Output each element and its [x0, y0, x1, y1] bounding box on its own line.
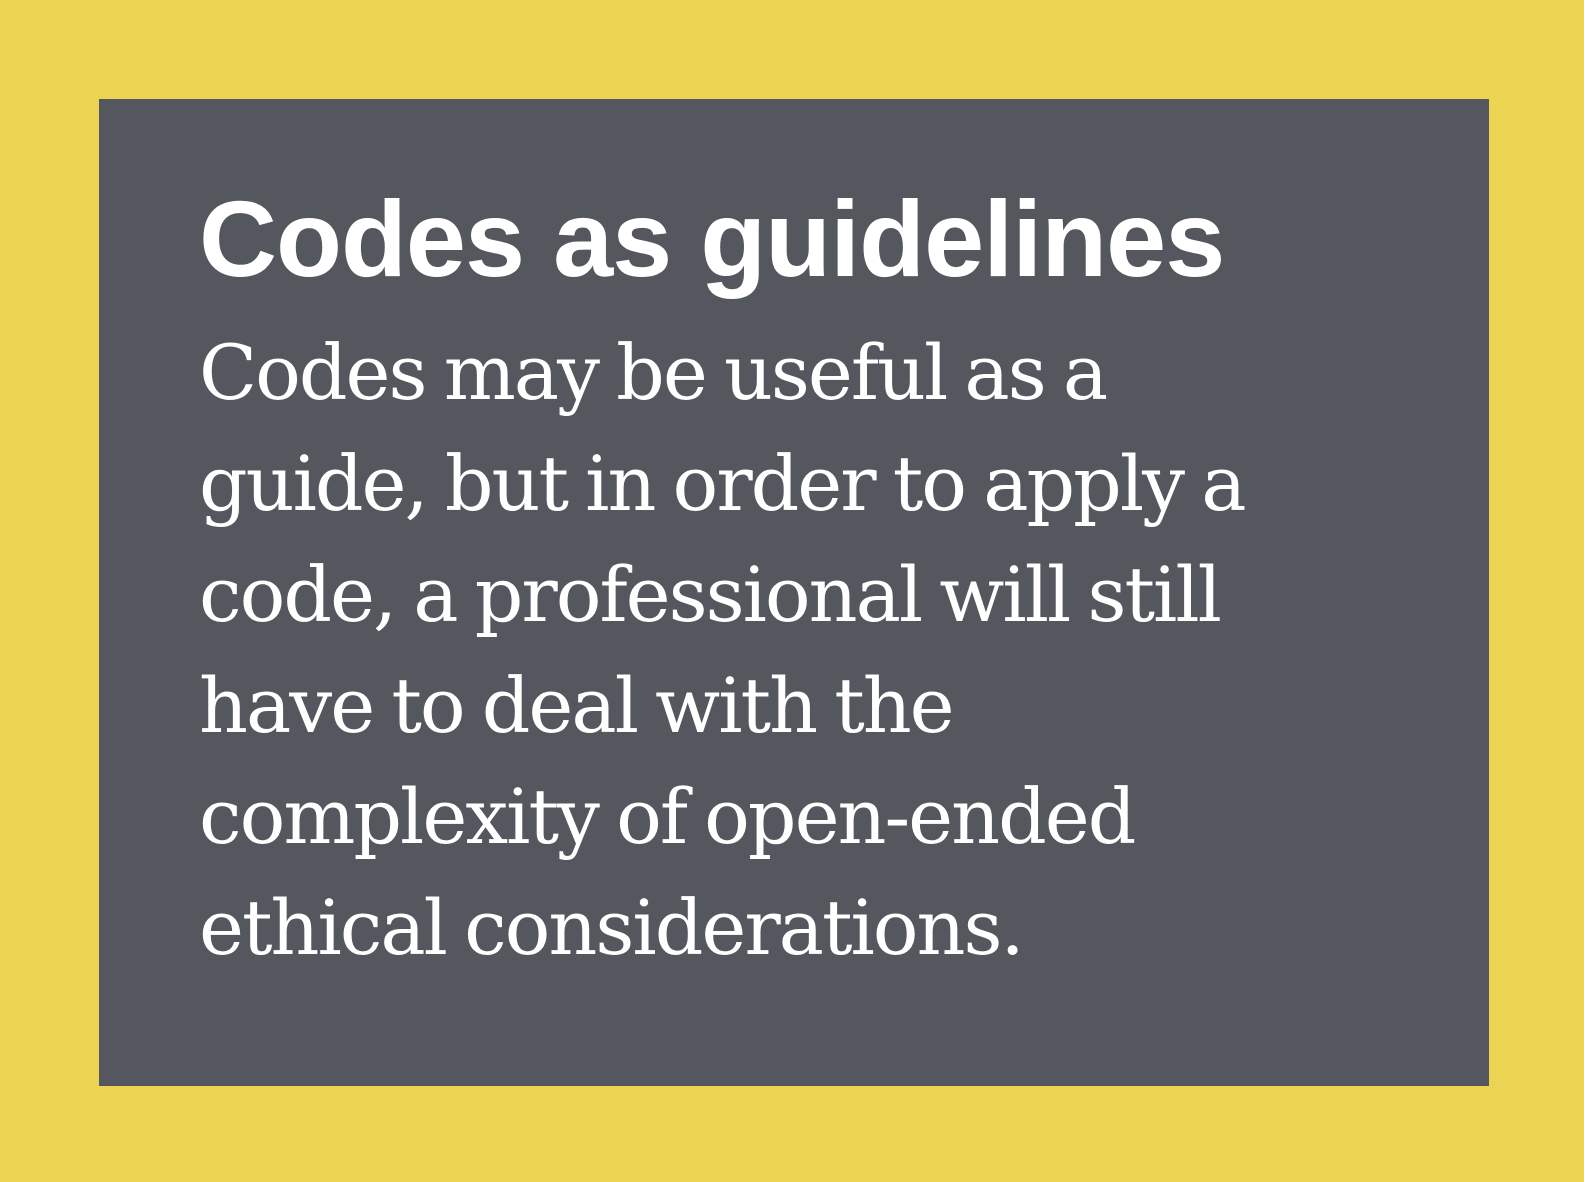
callout-card: Codes as guidelines Codes may be useful …: [99, 99, 1489, 1086]
callout-body: Codes may be useful as a guide, but in o…: [199, 328, 1247, 972]
callout-title: Codes as guidelines: [199, 178, 1225, 299]
